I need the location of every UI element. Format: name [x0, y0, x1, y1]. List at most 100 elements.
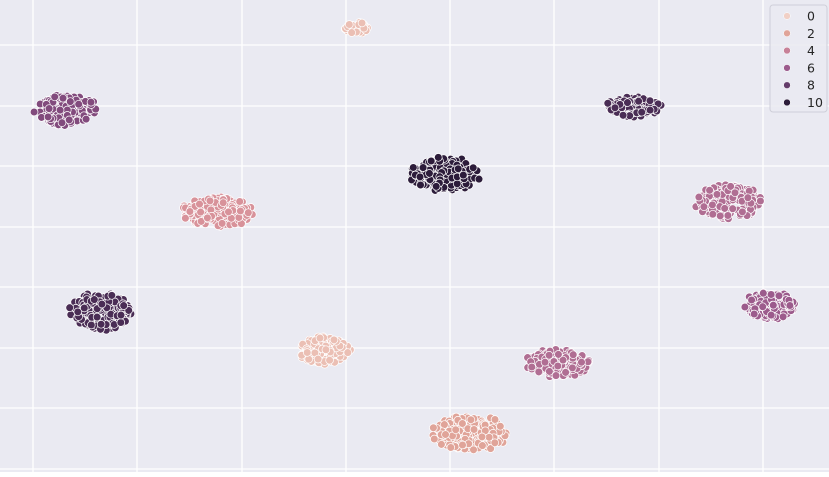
scatter-point	[708, 209, 718, 219]
scatter-point	[486, 444, 495, 453]
cluster	[65, 289, 136, 335]
scatter-point	[235, 197, 244, 206]
legend-marker	[783, 81, 791, 89]
scatter-point	[313, 354, 323, 364]
scatter-point	[712, 190, 722, 199]
scatter-point	[426, 156, 436, 166]
scatter-point	[50, 92, 59, 102]
scatter-point	[347, 28, 356, 37]
scatter-point	[568, 363, 577, 373]
scatter-point	[440, 420, 449, 429]
legend-label: 6	[807, 60, 815, 75]
scatter-point	[357, 18, 367, 28]
scatter-point	[66, 97, 75, 106]
scatter-point	[453, 164, 463, 174]
scatter-point	[81, 114, 91, 124]
scatter-point	[329, 335, 339, 345]
cluster	[691, 180, 765, 223]
cluster	[523, 345, 593, 381]
scatter-point	[244, 208, 253, 217]
scatter-point	[577, 357, 586, 367]
legend-marker	[783, 12, 791, 20]
cluster	[428, 412, 511, 455]
scatter-point	[224, 207, 233, 217]
scatter-point	[705, 186, 714, 195]
scatter-point	[477, 432, 487, 442]
scatter-point	[325, 355, 334, 365]
scatter-point	[458, 419, 467, 428]
scatter-point	[107, 291, 117, 300]
scatter-point	[195, 199, 204, 209]
scatter-point	[534, 367, 544, 377]
scatter-point	[756, 196, 765, 206]
legend-label: 10	[807, 95, 823, 110]
scatter-point	[236, 206, 245, 216]
scatter-point	[441, 430, 450, 439]
cluster	[740, 288, 799, 323]
scatter-point	[774, 291, 784, 301]
cluster	[603, 92, 666, 122]
scatter-point	[726, 182, 735, 191]
scatter-point	[458, 440, 467, 450]
scatter-point	[58, 93, 68, 103]
legend-label: 4	[807, 43, 815, 58]
scatter-point	[758, 302, 767, 311]
scatter-point	[766, 290, 776, 299]
legend-marker	[783, 64, 791, 72]
scatter-point	[554, 350, 563, 359]
scatter-point	[769, 300, 778, 310]
scatter-point	[544, 351, 554, 360]
scatter-point	[43, 112, 53, 122]
cluster	[407, 153, 484, 195]
scatter-point	[459, 170, 468, 180]
scatter-point	[637, 107, 646, 117]
scatter-point	[96, 320, 106, 329]
scatter-point	[431, 182, 441, 191]
scatter-point	[345, 20, 354, 29]
legend-marker	[783, 46, 791, 55]
scatter-point	[65, 303, 74, 312]
legend: 0 2 4 6 8 10	[769, 4, 828, 113]
scatter-point	[478, 441, 487, 450]
scatter-point	[759, 288, 768, 298]
scatter-point	[694, 192, 704, 202]
scatter-point	[551, 371, 561, 380]
scatter-point	[469, 445, 478, 455]
scatter-point	[451, 425, 460, 435]
scatter-point	[496, 422, 505, 431]
scatter-point	[469, 425, 479, 434]
scatter-point	[416, 180, 425, 190]
scatter-point	[80, 303, 89, 313]
scatter-point	[730, 188, 740, 198]
scatter-point	[218, 198, 228, 207]
scatter-point	[618, 111, 628, 120]
scatter-point	[64, 115, 74, 125]
scatter-point	[315, 333, 325, 343]
scatter-point	[415, 172, 425, 182]
scatter-point	[116, 310, 126, 320]
cluster	[297, 332, 355, 369]
scatter-point	[610, 103, 620, 113]
scatter-points	[29, 18, 799, 455]
scatter-point	[747, 295, 756, 305]
scatter-point	[343, 348, 353, 357]
scatter-point	[778, 312, 788, 322]
scatter-point	[97, 299, 107, 309]
scatter-point	[92, 312, 102, 322]
scatter-point	[302, 348, 312, 357]
scatter-point	[73, 307, 83, 317]
cluster	[340, 18, 372, 38]
scatter-point	[743, 193, 753, 202]
scatter-point	[558, 355, 568, 365]
scatter-point	[785, 301, 795, 310]
scatter-point	[634, 96, 643, 106]
scatter-point	[490, 438, 500, 448]
scatter-point	[44, 104, 54, 113]
scatter-point	[740, 302, 750, 312]
scatter-point	[409, 163, 418, 172]
scatter-point	[205, 196, 215, 206]
scatter-point	[561, 368, 570, 377]
